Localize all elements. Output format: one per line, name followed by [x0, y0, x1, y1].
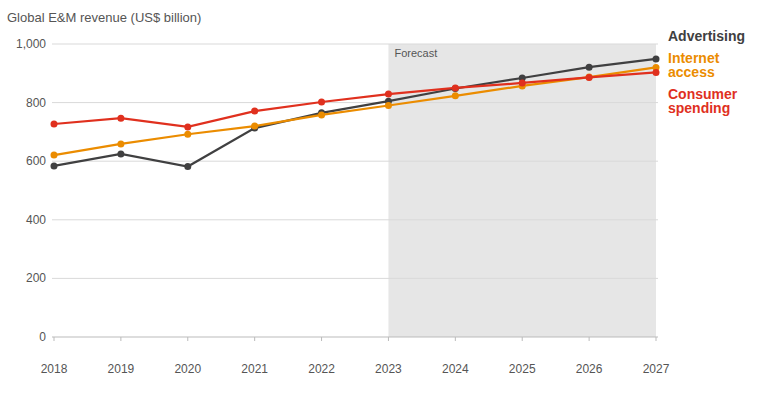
grid-line — [52, 219, 658, 220]
x-tick-label: 2024 — [442, 362, 469, 376]
x-tick-label: 2020 — [174, 362, 201, 376]
series-marker — [184, 123, 191, 130]
x-tick — [54, 337, 55, 341]
series-marker — [184, 163, 191, 170]
series-marker — [184, 131, 191, 138]
series-marker — [586, 74, 593, 81]
plot-area — [51, 55, 660, 170]
x-tick — [589, 337, 590, 341]
x-tick — [321, 337, 322, 341]
series-line — [54, 59, 656, 167]
series-marker — [452, 84, 459, 91]
series-marker — [51, 162, 58, 169]
x-tick-label: 2026 — [576, 362, 603, 376]
x-tick — [254, 337, 255, 341]
series-marker — [519, 79, 526, 86]
y-tick-label: 800 — [26, 96, 46, 110]
series-marker — [586, 64, 593, 71]
series-marker — [318, 99, 325, 106]
series-marker — [51, 120, 58, 127]
x-tick — [388, 337, 389, 341]
grid-line — [52, 161, 658, 162]
series-marker — [452, 85, 459, 92]
legend-line: spending — [668, 100, 730, 116]
legend-line: access — [668, 64, 715, 80]
grid-line — [52, 102, 658, 103]
x-tick — [656, 337, 657, 341]
series-marker — [51, 152, 58, 159]
series-line — [54, 67, 656, 155]
y-tick-label: 0 — [39, 330, 46, 344]
y-tick-label: 400 — [26, 213, 46, 227]
legend-line: Advertising — [668, 28, 745, 44]
x-tick — [120, 337, 121, 341]
forecast-label: Forecast — [394, 47, 437, 59]
x-tick — [455, 337, 456, 341]
grid-line — [52, 337, 658, 338]
legend-entry: Advertising — [668, 28, 745, 44]
x-tick-label: 2025 — [509, 362, 536, 376]
y-tick-label: 1,000 — [16, 37, 46, 51]
y-tick-label: 200 — [26, 271, 46, 285]
grid-line — [52, 278, 658, 279]
legend-entry: Internetaccess — [668, 50, 720, 80]
legend-entry: Consumerspending — [668, 86, 738, 116]
series-marker — [117, 140, 124, 147]
series-marker — [318, 111, 325, 118]
x-tick — [187, 337, 188, 341]
x-tick-label: 2018 — [41, 362, 68, 376]
series-marker — [251, 123, 258, 130]
chart-title: Global E&M revenue (US$ billion) — [7, 10, 201, 25]
grid-line — [52, 44, 658, 45]
series-marker — [251, 108, 258, 115]
series-marker — [117, 150, 124, 157]
x-tick-label: 2019 — [108, 362, 135, 376]
series-marker — [653, 55, 660, 62]
series-marker — [385, 91, 392, 98]
forecast-region — [388, 44, 656, 337]
series-line — [54, 72, 656, 126]
x-tick-label: 2023 — [375, 362, 402, 376]
x-tick-label: 2027 — [643, 362, 670, 376]
x-tick-label: 2022 — [308, 362, 335, 376]
series-marker — [385, 102, 392, 109]
x-tick-label: 2021 — [241, 362, 268, 376]
series-marker — [117, 115, 124, 122]
series-marker — [586, 74, 593, 81]
y-tick-label: 600 — [26, 154, 46, 168]
x-tick — [522, 337, 523, 341]
series-marker — [452, 92, 459, 99]
series-marker — [653, 69, 660, 76]
